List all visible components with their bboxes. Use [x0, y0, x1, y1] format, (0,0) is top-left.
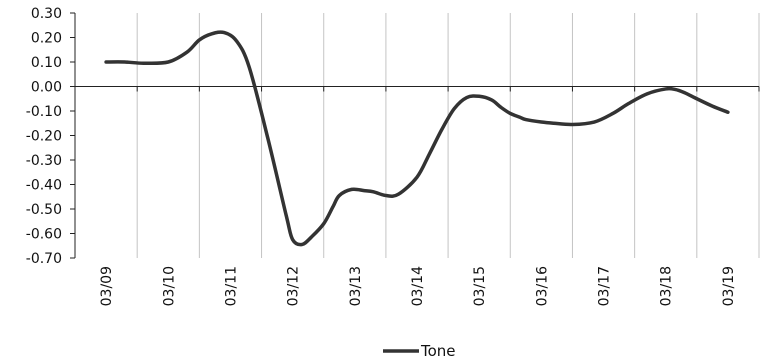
- plot-area: 0.30 0.20 0.10 0.00 -0.10 -0.20 -0.30 -0.40 -0.5…: [26, 6, 760, 306]
- y-tick-label: 0.30: [31, 6, 62, 22]
- y-tick-label: -0.20: [26, 129, 62, 145]
- x-tick-label: 03/12: [286, 266, 302, 306]
- y-tick-label: -0.60: [26, 227, 62, 243]
- series-line-tone: [104, 30, 730, 247]
- x-tick-label: 03/13: [348, 266, 364, 306]
- x-tick-label: 03/18: [659, 266, 675, 306]
- axes: [70, 12, 760, 259]
- y-tick-label: 0.20: [31, 31, 62, 47]
- legend: Tone: [383, 342, 456, 360]
- series-group: [104, 30, 730, 247]
- y-tick-label: -0.30: [26, 153, 62, 169]
- x-tick-label: 03/15: [472, 266, 488, 306]
- y-tick-label: 0.10: [31, 55, 62, 71]
- x-tick-label: 03/16: [534, 266, 550, 306]
- x-tick-label: 03/09: [99, 266, 115, 306]
- x-axis-tick-labels: 03/09 03/10 03/11 03/12 03/13 03/14 03/15 03/16…: [99, 266, 737, 306]
- x-tick-label: 03/10: [161, 266, 177, 306]
- x-tick-label: 03/14: [410, 266, 426, 306]
- x-tick-label: 03/11: [223, 266, 239, 306]
- y-tick-label: -0.10: [26, 104, 62, 120]
- y-tick-label: -0.70: [26, 251, 62, 267]
- legend-label: Tone: [420, 342, 456, 360]
- y-axis-tick-labels: 0.30 0.20 0.10 0.00 -0.10 -0.20 -0.30 -0.40 -0.5…: [26, 6, 62, 267]
- y-tick-label: 0.00: [31, 80, 62, 96]
- y-tick-label: -0.40: [26, 178, 62, 194]
- grid-lines: [136, 13, 760, 258]
- x-tick-label: 03/19: [721, 266, 737, 306]
- y-tick-label: -0.50: [26, 202, 62, 218]
- x-tick-label: 03/17: [597, 266, 613, 306]
